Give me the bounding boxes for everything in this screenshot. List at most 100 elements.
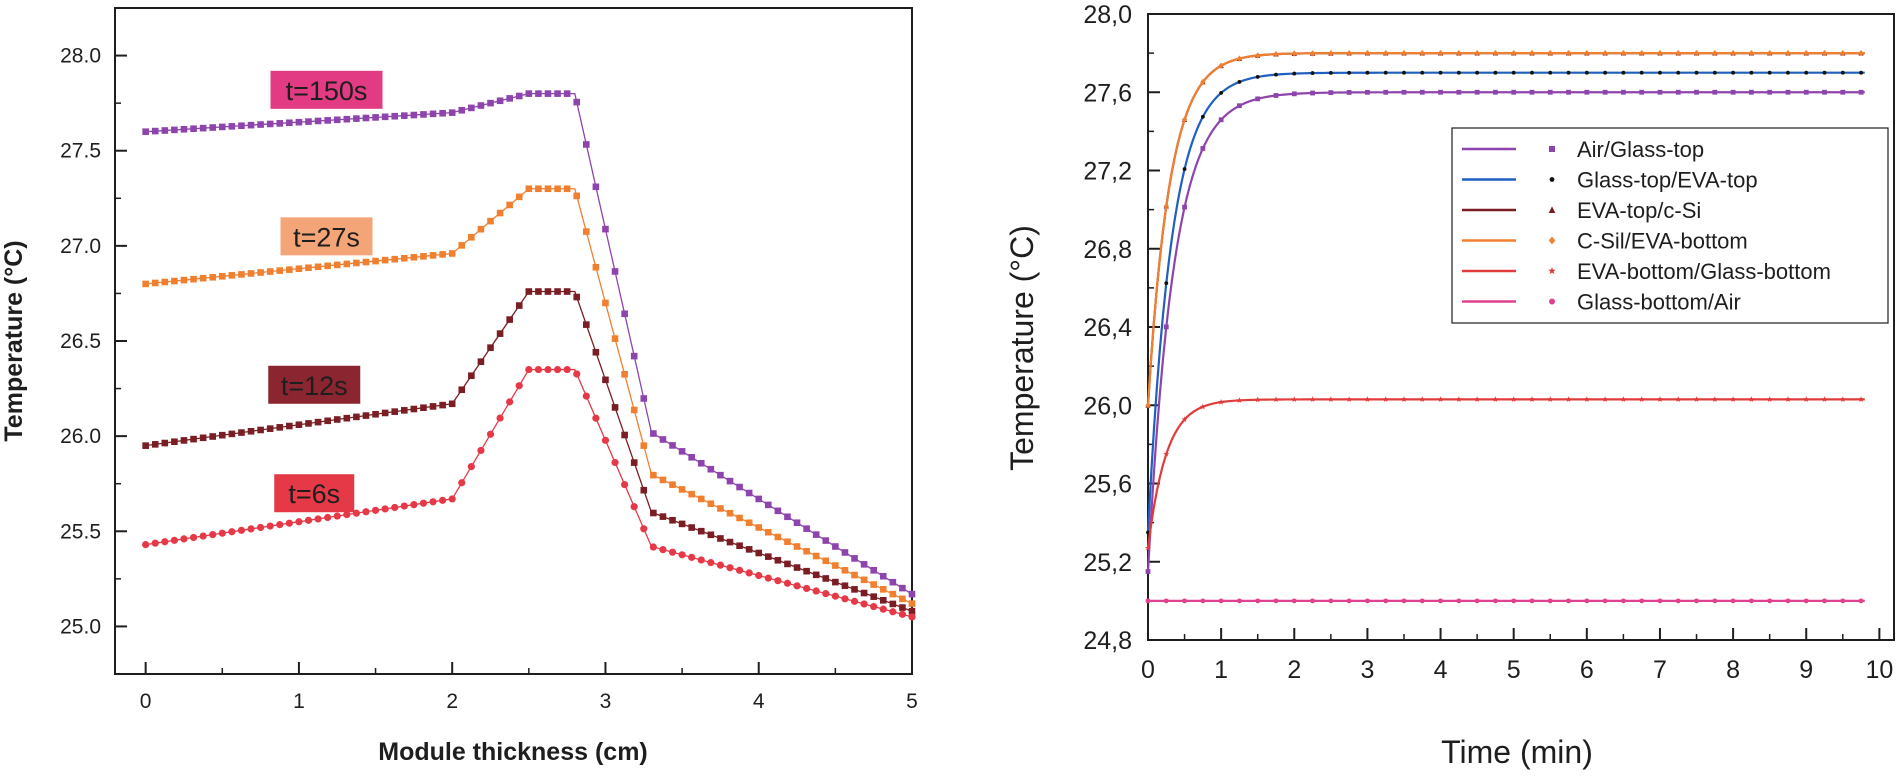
left-x-tick-label: 1 [293,690,305,713]
left-data-point [161,127,169,134]
left-y-axis-title: Temperature (°C) [0,240,28,441]
left-data-point [553,365,562,374]
left-data-point [486,430,495,438]
left-data-point [353,413,360,421]
left-data-point [257,426,264,434]
left-data-point [314,117,322,125]
left-x-tick-label: 2 [446,690,458,713]
right-data-point [1218,62,1224,69]
left-data-point [812,571,820,579]
left-data-point [668,548,677,556]
right-data-point [1547,50,1553,57]
right-data-point [1309,50,1316,57]
left-data-point [515,302,523,309]
right-data-point [1310,598,1315,604]
left-data-point [697,459,705,467]
legend-marker [1549,298,1555,305]
right-data-point [1694,89,1699,95]
right-data-point [1402,70,1406,75]
left-data-point [333,512,341,520]
annotation-label: t=12s [281,371,348,401]
left-data-point [314,418,322,426]
left-chart: 0 1 2 3 4 5 25.0 25.5 26.0 26.5 27.0 27.5 28.0 t=150… [0,7,918,766]
left-data-point [515,193,523,201]
right-data-point [1419,89,1425,95]
legend-marker [1548,206,1556,213]
left-data-point [812,552,820,560]
left-data-point [266,522,274,530]
right-data-point [1785,89,1791,95]
left-data-point [247,121,255,129]
left-data-point [314,515,322,523]
right-series-line [1146,398,1865,549]
right-data-point [1712,70,1717,75]
left-data-point [630,459,638,466]
left-data-point [736,542,743,550]
right-chart: 0 1 2 3 4 5 6 7 8 9 10 24,8 25,2 25,6 26,0 26,4 26,8 27,2… [1004,1,1895,770]
left-data-point [707,531,715,539]
right-data-point [1675,89,1681,95]
left-data-point [353,115,360,122]
left-data-point [458,479,466,487]
left-data-point [324,117,331,124]
right-y-tick-label: 28,0 [1083,1,1132,29]
left-data-point [640,525,648,533]
right-data-point [1255,52,1261,59]
right-data-point [1620,396,1627,402]
left-data-point [755,524,763,531]
left-data-point [448,495,456,503]
left-data-point [257,121,264,128]
left-data-point [649,543,657,551]
legend-entry: Air/Glass-top [1462,137,1704,162]
left-data-point [305,264,312,272]
right-data-point [1859,70,1864,75]
right-x-tick-label: 3 [1360,656,1374,684]
left-data-point [170,536,178,544]
right-data-point [1492,396,1499,402]
left-data-point [611,268,619,275]
right-data-point [1840,598,1846,604]
left-data-point [765,553,772,560]
left-y-tick-label: 26.0 [60,425,101,448]
left-data-point [295,421,303,429]
left-data-point [305,420,312,427]
left-data-point [371,506,380,514]
right-data-point [1583,396,1590,402]
legend-marker [1549,146,1555,152]
right-data-point [1236,55,1243,62]
left-data-point [506,398,514,406]
right-data-point [1693,396,1700,402]
left-data-point [650,430,657,437]
right-data-point [1163,203,1169,210]
right-data-point [1821,50,1828,57]
right-data-point [1401,598,1407,604]
left-data-point [908,613,916,621]
legend-label: Glass-top/EVA-top [1577,168,1758,193]
right-data-point [1182,167,1187,171]
right-x-tick-label: 7 [1653,656,1667,684]
right-y-tick-label: 25,2 [1083,549,1132,577]
left-data-point [755,549,763,557]
right-data-point [1274,72,1278,77]
left-data-point [199,124,207,132]
left-data-point [908,600,916,607]
legend-label: EVA-bottom/Glass-bottom [1577,259,1831,284]
right-data-point [1309,396,1316,402]
left-annotations: t=150s t=27s t=12s t=6s [268,70,383,513]
left-data-point [525,185,533,193]
right-x-axis-title: Time (min) [1441,734,1593,770]
left-data-point [678,486,686,493]
right-data-point [1693,50,1700,57]
right-y-tick-label: 25,6 [1083,471,1132,499]
right-y-tick-label: 27,2 [1083,158,1132,186]
left-data-point [659,546,667,554]
right-data-point [1766,396,1773,402]
right-data-point [1767,70,1772,75]
right-data-point [1566,89,1571,95]
left-data-point [611,458,619,467]
left-data-point [237,526,246,534]
left-data-point [602,299,609,307]
left-data-point [544,288,552,295]
left-data-point [563,288,571,295]
left-data-point [506,316,513,323]
